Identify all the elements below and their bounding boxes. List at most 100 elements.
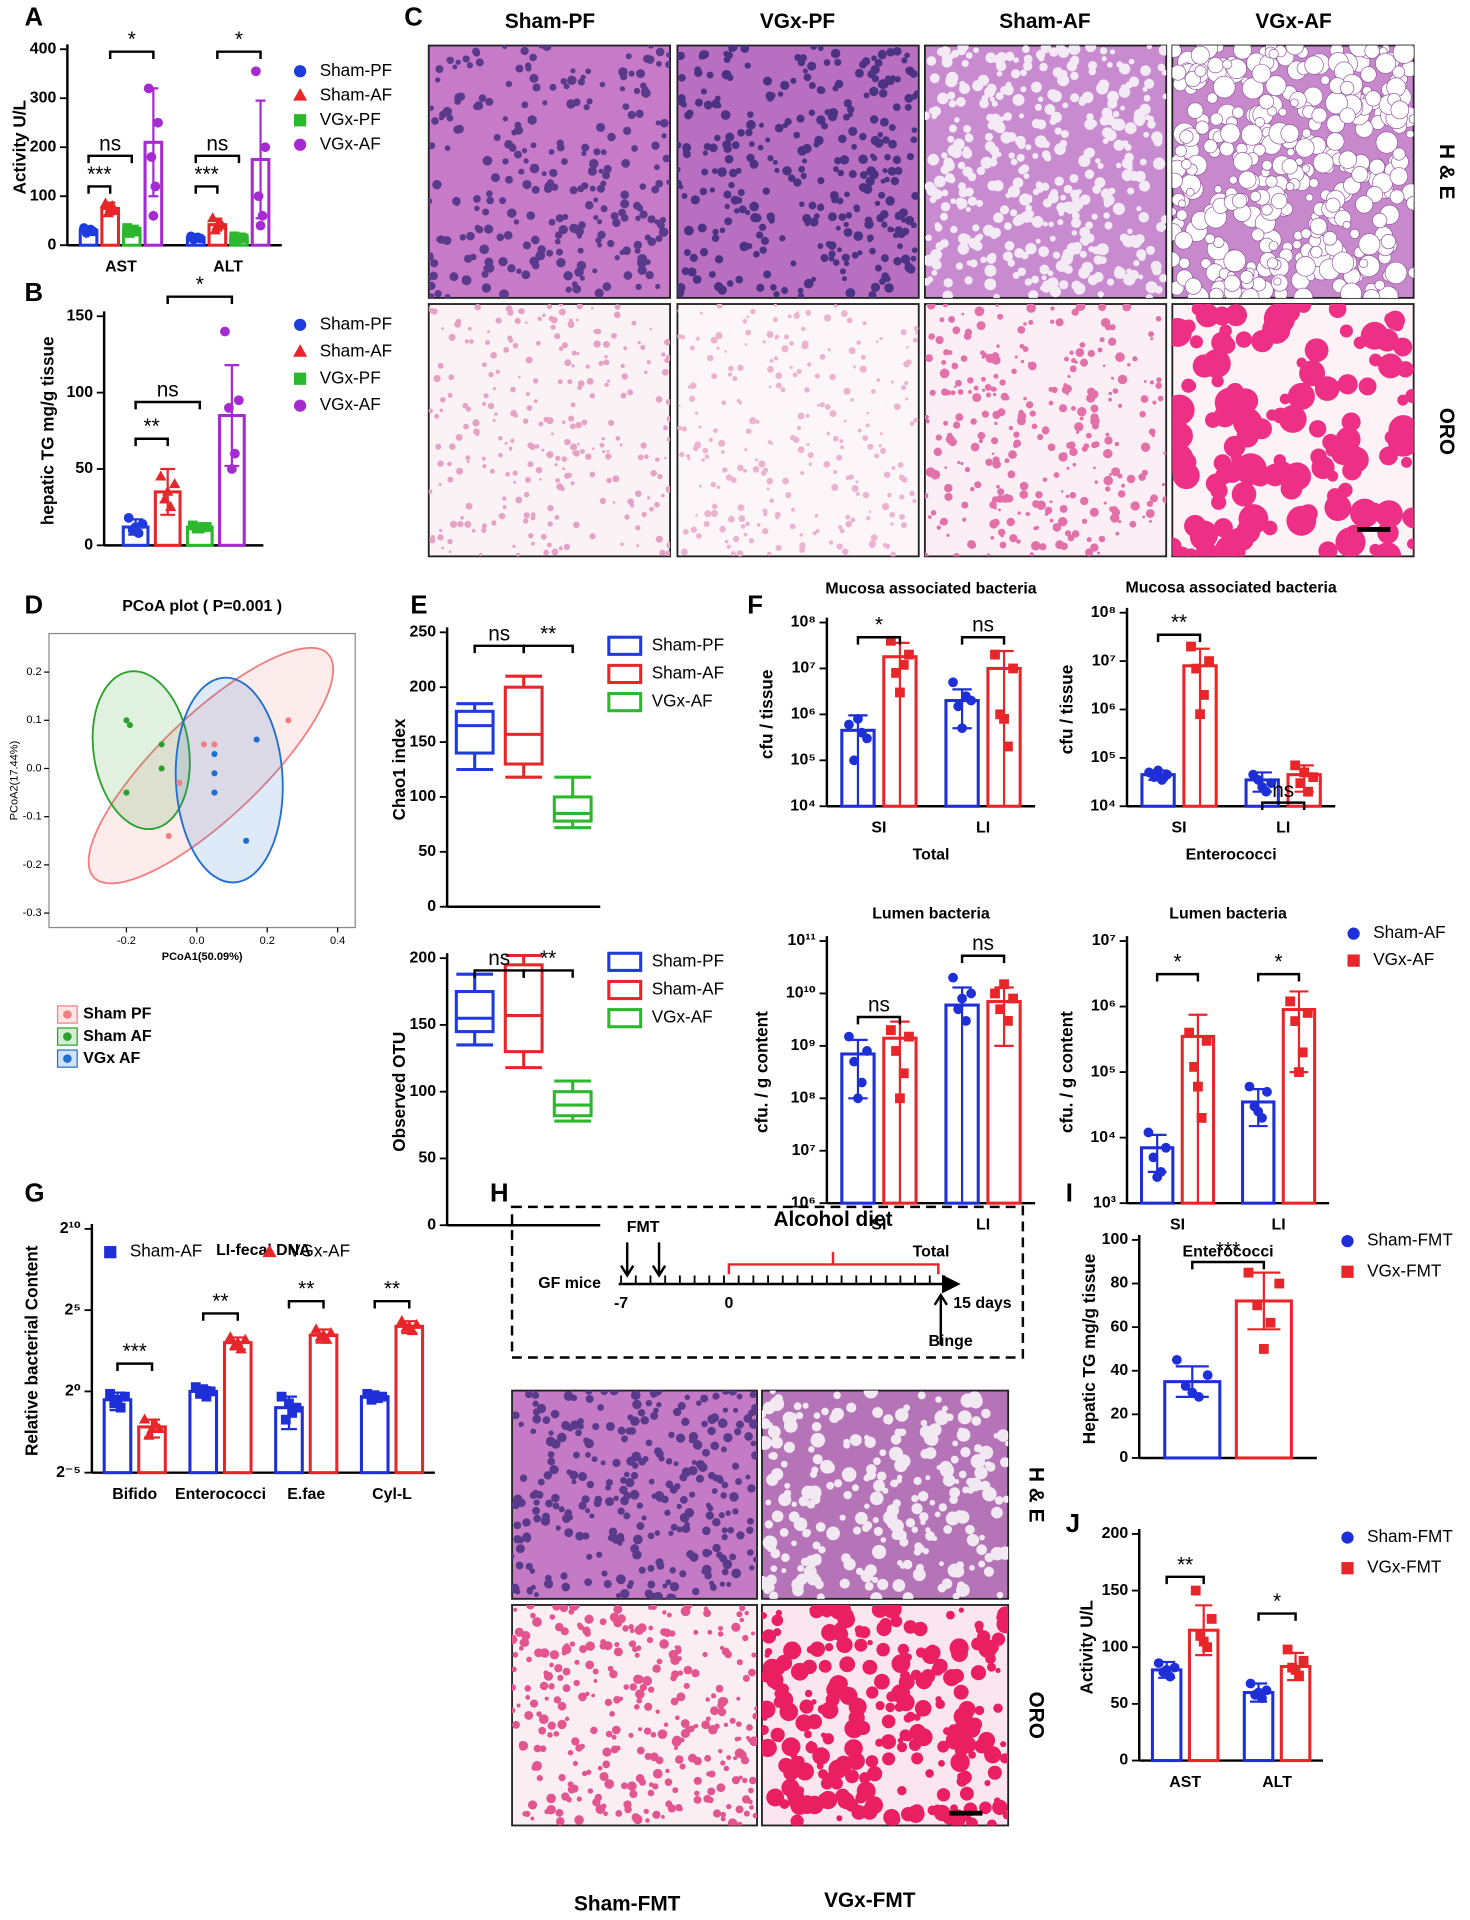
texture-dot bbox=[820, 253, 829, 263]
texture-dot bbox=[554, 1622, 564, 1632]
data-point bbox=[1274, 1278, 1285, 1289]
texture-dot bbox=[719, 1581, 725, 1587]
texture-dot bbox=[974, 1705, 985, 1716]
texture-dot bbox=[808, 82, 816, 89]
texture-dot bbox=[720, 1760, 726, 1766]
texture-dot bbox=[717, 1707, 727, 1717]
texture-dot bbox=[944, 466, 948, 469]
texture-dot bbox=[1378, 353, 1403, 379]
texture-dot bbox=[744, 343, 748, 346]
texture-dot bbox=[707, 354, 714, 362]
texture-dot bbox=[1163, 451, 1167, 455]
texture-dot bbox=[845, 1769, 859, 1784]
texture-dot bbox=[1219, 324, 1232, 338]
significance-label: * bbox=[1273, 1590, 1281, 1613]
texture-dot bbox=[805, 310, 812, 316]
texture-dot bbox=[1069, 56, 1080, 66]
texture-dot bbox=[1006, 517, 1015, 527]
texture-dot bbox=[648, 1605, 653, 1610]
texture-dot bbox=[724, 539, 729, 544]
histology-image bbox=[761, 1604, 1010, 1827]
significance-label: ns bbox=[972, 932, 994, 955]
texture-dot bbox=[1295, 138, 1315, 158]
texture-dot bbox=[953, 1684, 969, 1700]
legend-label: VGx-AF bbox=[289, 1241, 350, 1261]
texture-dot bbox=[1005, 494, 1014, 503]
texture-dot bbox=[817, 1704, 828, 1714]
texture-dot bbox=[991, 352, 1000, 360]
texture-dot bbox=[1031, 423, 1038, 430]
legend-marker bbox=[607, 1008, 643, 1029]
texture-dot bbox=[573, 1679, 580, 1687]
texture-dot bbox=[1039, 264, 1050, 275]
texture-dot bbox=[715, 332, 723, 340]
texture-dot bbox=[649, 1390, 660, 1398]
texture-dot bbox=[717, 167, 727, 177]
texture-dot bbox=[1143, 131, 1150, 138]
y-tick-label: 100 bbox=[410, 788, 437, 805]
texture-dot bbox=[905, 359, 912, 365]
texture-dot bbox=[807, 452, 814, 459]
histology-image bbox=[923, 44, 1168, 299]
texture-dot bbox=[950, 198, 957, 205]
texture-dot bbox=[454, 98, 461, 105]
texture-dot bbox=[693, 1795, 702, 1804]
texture-dot bbox=[946, 533, 950, 537]
texture-dot bbox=[1273, 454, 1286, 467]
texture-dot bbox=[841, 1765, 849, 1774]
texture-dot bbox=[1375, 52, 1397, 74]
x-axis-label: Total bbox=[913, 846, 950, 863]
texture-dot bbox=[883, 1414, 894, 1425]
texture-dot bbox=[899, 1729, 912, 1741]
texture-dot bbox=[787, 314, 792, 319]
texture-dot bbox=[987, 1765, 1002, 1780]
texture-dot bbox=[818, 203, 824, 209]
texture-dot bbox=[826, 1526, 840, 1541]
texture-dot bbox=[1112, 202, 1125, 215]
x-axis-label: PCoA1(50.09%) bbox=[162, 951, 243, 963]
texture-dot bbox=[1047, 192, 1059, 204]
data-point bbox=[1253, 1687, 1264, 1698]
texture-dot bbox=[482, 362, 487, 368]
texture-dot bbox=[1350, 498, 1380, 528]
texture-dot bbox=[548, 1430, 554, 1436]
texture-dot bbox=[1184, 514, 1207, 537]
texture-dot bbox=[749, 1565, 755, 1571]
whisker bbox=[505, 674, 543, 688]
texture-dot bbox=[952, 1440, 959, 1447]
texture-dot bbox=[516, 268, 522, 274]
significance-bracket bbox=[194, 154, 241, 164]
texture-dot bbox=[1324, 494, 1352, 522]
texture-dot bbox=[543, 549, 549, 556]
texture-dot bbox=[1024, 278, 1033, 286]
texture-dot bbox=[1279, 393, 1291, 405]
texture-dot bbox=[571, 1737, 580, 1746]
texture-dot bbox=[1368, 333, 1382, 348]
y-tick-label: 10⁵ bbox=[1091, 1063, 1116, 1080]
texture-dot bbox=[931, 113, 937, 120]
texture-dot bbox=[581, 1495, 590, 1504]
texture-dot bbox=[904, 263, 914, 273]
data-point bbox=[898, 659, 909, 670]
texture-dot bbox=[762, 187, 770, 195]
texture-dot bbox=[936, 1788, 951, 1802]
texture-dot bbox=[874, 200, 881, 207]
texture-dot bbox=[655, 1709, 660, 1714]
row-label: ORO bbox=[1025, 1692, 1048, 1739]
texture-dot bbox=[1097, 551, 1101, 555]
texture-dot bbox=[1405, 514, 1414, 529]
texture-dot bbox=[723, 190, 732, 199]
texture bbox=[512, 1604, 758, 1826]
data-point bbox=[162, 485, 174, 496]
significance-bracket bbox=[1156, 633, 1202, 643]
texture-dot bbox=[892, 232, 899, 239]
texture-dot bbox=[589, 1513, 595, 1519]
texture-dot bbox=[819, 354, 826, 360]
legend-label: Sham AF bbox=[83, 1028, 152, 1045]
texture-dot bbox=[845, 288, 856, 298]
texture-dot bbox=[724, 203, 730, 210]
texture-dot bbox=[1087, 387, 1096, 396]
texture-dot bbox=[856, 1721, 871, 1736]
whisker bbox=[554, 1079, 592, 1092]
data-point bbox=[1008, 993, 1018, 1004]
